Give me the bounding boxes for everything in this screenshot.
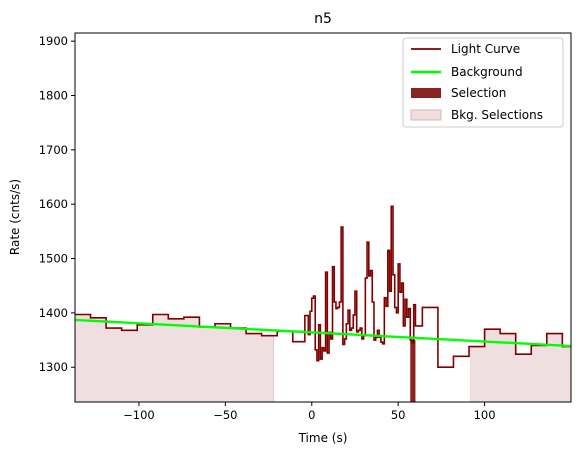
y-tick-label: 1700: [39, 143, 68, 157]
legend-background-label: Background: [451, 65, 523, 79]
legend-frame: [402, 37, 564, 128]
selection-bar: [410, 340, 416, 402]
legend-selection-label: Selection: [451, 86, 506, 100]
legend-light-curve-label: Light Curve: [451, 42, 520, 56]
legend-selection-swatch: [411, 88, 441, 98]
chart-title: n5: [314, 11, 332, 27]
y-tick-label: 1900: [39, 34, 68, 48]
y-tick-label: 1600: [39, 197, 68, 211]
x-tick-label: 50: [391, 408, 406, 422]
legend-bkg-selections-swatch: [410, 109, 442, 121]
x-tick-label: −50: [213, 408, 237, 422]
x-tick-label: 0: [308, 408, 315, 422]
series-layer: [75, 205, 571, 369]
plot-frame: [74, 32, 572, 403]
y-tick-label: 1300: [39, 360, 68, 374]
y-axis-label: Rate (cnts/s): [8, 179, 22, 255]
y-axis: 1300 1400 1500 1600 1700 1800 1900: [39, 34, 75, 374]
legend: Light Curve Background Selection Bkg. Se…: [402, 37, 564, 128]
y-tick-label: 1400: [39, 306, 68, 320]
legend-bkg-selections-label: Bkg. Selections: [451, 108, 543, 122]
background-fit-line: [75, 318, 571, 348]
x-axis: −100 −50 0 50 100: [123, 402, 496, 422]
y-tick-label: 1800: [39, 88, 68, 102]
plot-area: [75, 205, 571, 402]
x-tick-label: −100: [123, 408, 155, 422]
x-tick-label: 100: [474, 408, 496, 422]
light-curve-line: [75, 205, 571, 369]
x-axis-label: Time (s): [298, 431, 348, 445]
selection-layer: [410, 340, 416, 402]
y-tick-label: 1500: [39, 252, 68, 266]
